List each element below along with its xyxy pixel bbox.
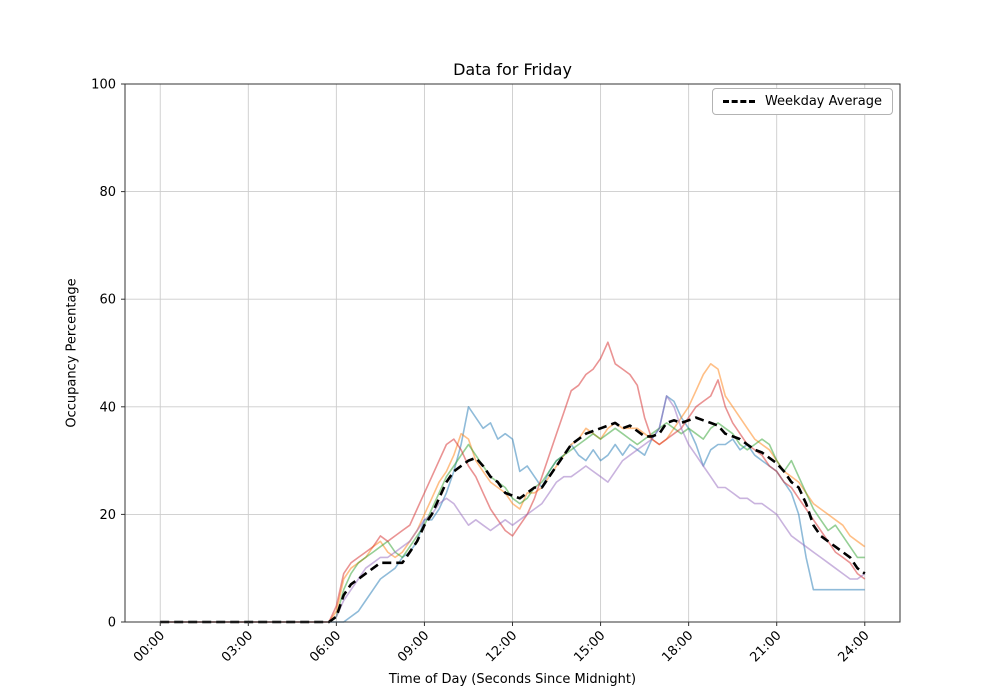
x-tick-label: 12:00	[483, 628, 520, 665]
y-tick-label: 60	[99, 293, 116, 308]
y-tick-label: 0	[108, 616, 116, 631]
x-axis-label: Time of Day (Seconds Since Midnight)	[388, 672, 637, 687]
x-tick-label: 03:00	[219, 628, 256, 665]
y-tick-label: 20	[99, 508, 116, 523]
x-tick-label: 15:00	[571, 628, 608, 665]
legend-label: Weekday Average	[764, 94, 882, 109]
x-tick-label: 00:00	[131, 628, 168, 665]
y-tick-label: 40	[99, 400, 116, 415]
x-tick-label: 24:00	[836, 628, 873, 665]
x-tick-label: 09:00	[395, 628, 432, 665]
chart-title: Data for Friday	[453, 60, 572, 79]
y-axis-label: Occupancy Percentage	[64, 278, 80, 428]
dashed-line-sample-icon	[722, 100, 755, 103]
x-tick-label: 06:00	[307, 628, 344, 665]
x-tick-label: 21:00	[747, 628, 784, 665]
y-tick-label: 80	[99, 185, 116, 200]
legend[interactable]: Weekday Average	[711, 88, 893, 115]
y-tick-label: 100	[91, 78, 116, 93]
x-tick-label: 18:00	[659, 628, 696, 665]
